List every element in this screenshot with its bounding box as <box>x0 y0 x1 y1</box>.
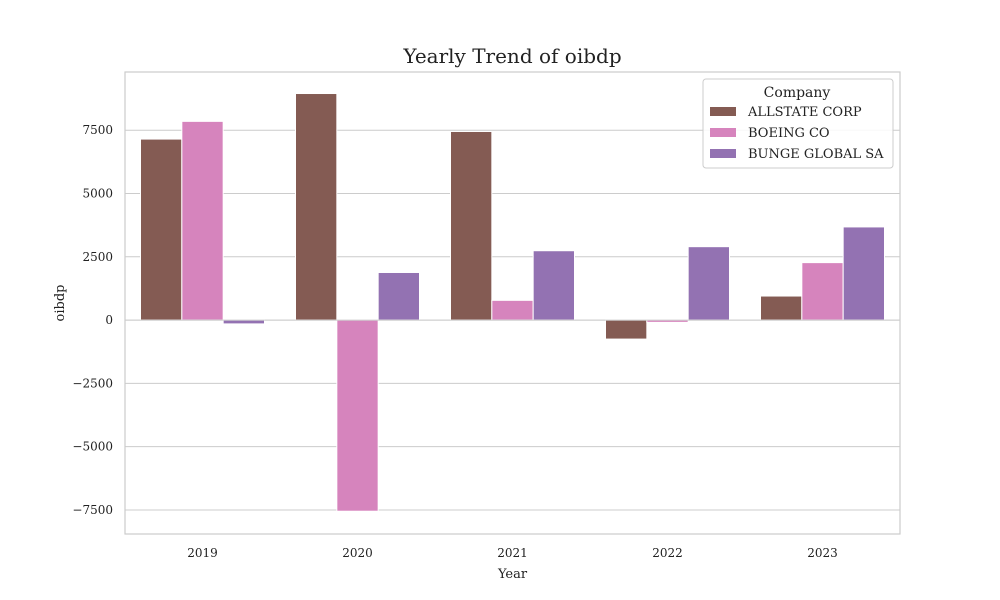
x-tick-label: 2019 <box>187 546 218 560</box>
y-tick-label: 2500 <box>82 250 113 264</box>
bar <box>491 299 534 321</box>
x-tick-label: 2021 <box>497 546 528 560</box>
y-tick-label: −5000 <box>72 440 113 454</box>
bar <box>842 226 886 321</box>
legend-frame <box>702 78 894 169</box>
bars <box>140 93 886 512</box>
x-axis-label: Year <box>497 567 528 582</box>
bar <box>377 271 420 321</box>
bar <box>140 138 183 321</box>
x-tick-label: 2022 <box>652 546 683 560</box>
bar <box>605 319 648 340</box>
bar <box>801 262 844 321</box>
y-tick-label: 5000 <box>82 187 113 201</box>
y-axis-label: oibdp <box>53 285 68 322</box>
y-tick-label: −7500 <box>72 503 113 517</box>
bar <box>336 319 379 512</box>
x-tick-labels: 2019 2020 2021 2022 2023 <box>187 546 838 560</box>
legend-swatch <box>710 149 736 158</box>
chart-title: Yearly Trend of oibdp <box>402 44 621 68</box>
bar <box>295 93 338 321</box>
legend-swatch <box>710 128 736 137</box>
legend-label: BUNGE GLOBAL SA <box>748 147 884 162</box>
y-tick-label: −2500 <box>72 376 113 390</box>
legend-label: BOEING CO <box>748 126 830 141</box>
x-tick-label: 2023 <box>807 546 838 560</box>
y-tick-label: 0 <box>105 313 113 327</box>
legend-label: ALLSTATE CORP <box>747 105 862 120</box>
legend-items: ALLSTATE CORP BOEING CO BUNGE GLOBAL SA <box>710 105 884 162</box>
bar <box>687 246 731 321</box>
bar <box>181 120 224 321</box>
legend: Company ALLSTATE CORP BOEING CO BUNGE GLOB… <box>702 78 894 169</box>
bar <box>760 295 803 321</box>
y-tick-label: 7500 <box>82 123 113 137</box>
bar <box>532 250 576 321</box>
bar <box>222 319 266 325</box>
legend-swatch <box>710 107 736 116</box>
y-tick-labels: −7500 −5000 −2500 0 2500 5000 7500 <box>72 123 113 517</box>
plot-frame <box>124 71 901 535</box>
bar <box>450 130 493 321</box>
legend-title: Company <box>764 85 831 101</box>
x-tick-label: 2020 <box>342 546 373 560</box>
